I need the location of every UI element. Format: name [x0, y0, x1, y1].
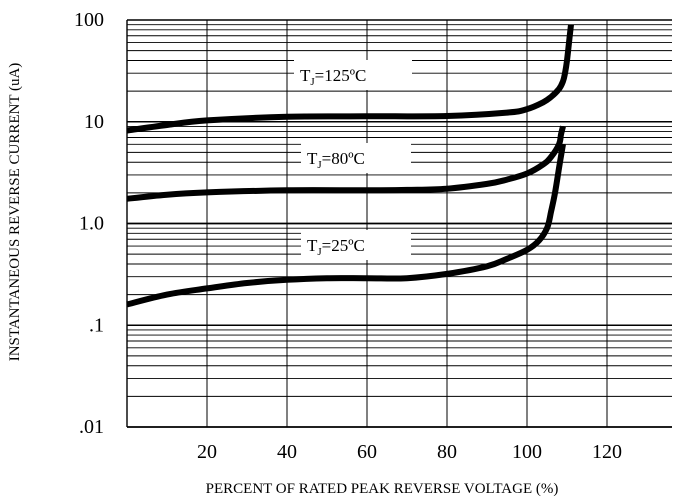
x-tick-label: 40 — [277, 441, 297, 463]
x-tick-label: 120 — [592, 441, 622, 463]
x-tick-label: 80 — [437, 441, 457, 463]
series-label-box — [301, 230, 411, 260]
y-tick-label: 100 — [74, 9, 104, 31]
x-tick-label: 100 — [512, 441, 542, 463]
series-label: TJ=25ºC — [307, 236, 365, 258]
x-tick-label: 60 — [357, 441, 377, 463]
y-tick-label: .1 — [89, 314, 104, 336]
series-label-box — [294, 60, 412, 90]
y-tick-label: 10 — [84, 111, 104, 133]
series-label: TJ=80ºC — [307, 149, 365, 171]
series-line — [126, 143, 566, 308]
series-line — [126, 125, 566, 202]
y-axis-title: INSTANTANEOUS REVERSE CURRENT (uA) — [7, 63, 23, 362]
series-labels: TJ=125ºC TJ=80ºC TJ=25ºC — [294, 60, 412, 260]
series-label-box — [301, 143, 411, 173]
y-tick-label: 1.0 — [79, 213, 104, 235]
tick-labels: 20 40 60 80 100 120 100 10 1.0 .1 .01 — [74, 9, 622, 463]
x-axis-title: PERCENT OF RATED PEAK REVERSE VOLTAGE (%… — [206, 481, 559, 497]
series-line — [126, 24, 574, 134]
y-tick-label: .01 — [79, 416, 104, 438]
x-tick-label: 20 — [197, 441, 217, 463]
curves — [126, 24, 574, 308]
series-label: TJ=125ºC — [300, 66, 366, 88]
